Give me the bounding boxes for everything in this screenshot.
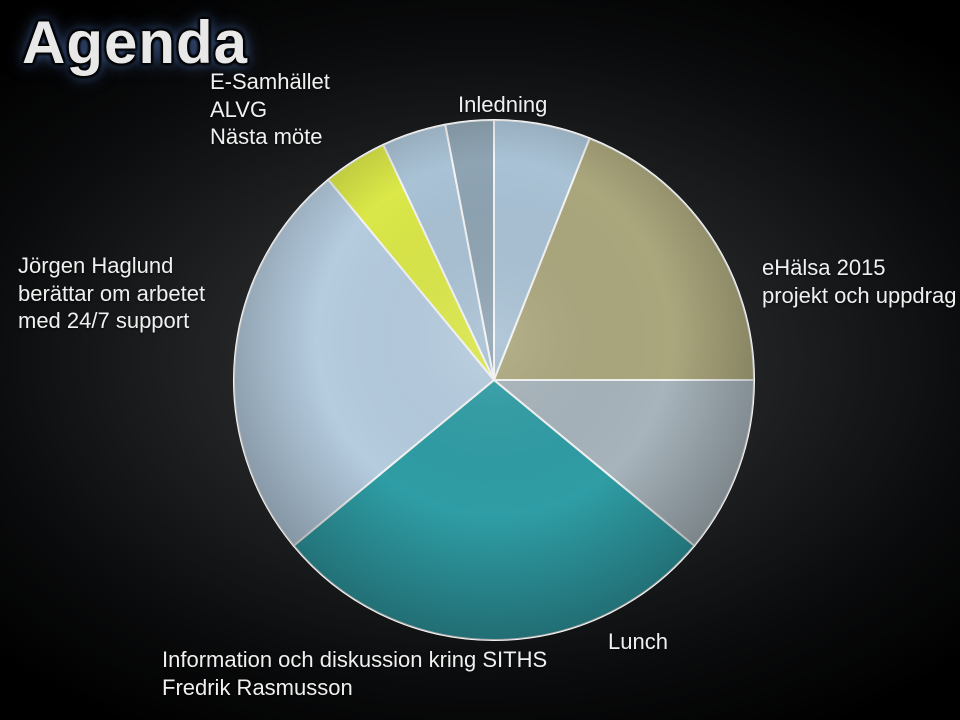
label-siths: Information och diskussion kring SITHS F… xyxy=(162,646,547,701)
label-inledning: Inledning xyxy=(458,91,547,119)
label-top_left: E-Samhället ALVG Nästa möte xyxy=(210,68,330,151)
label-haglund: Jörgen Haglund berättar om arbetet med 2… xyxy=(18,252,205,335)
label-lunch: Lunch xyxy=(608,628,668,656)
label-ehalsa: eHälsa 2015 projekt och uppdrag xyxy=(762,254,956,309)
pie-shade xyxy=(234,120,754,640)
